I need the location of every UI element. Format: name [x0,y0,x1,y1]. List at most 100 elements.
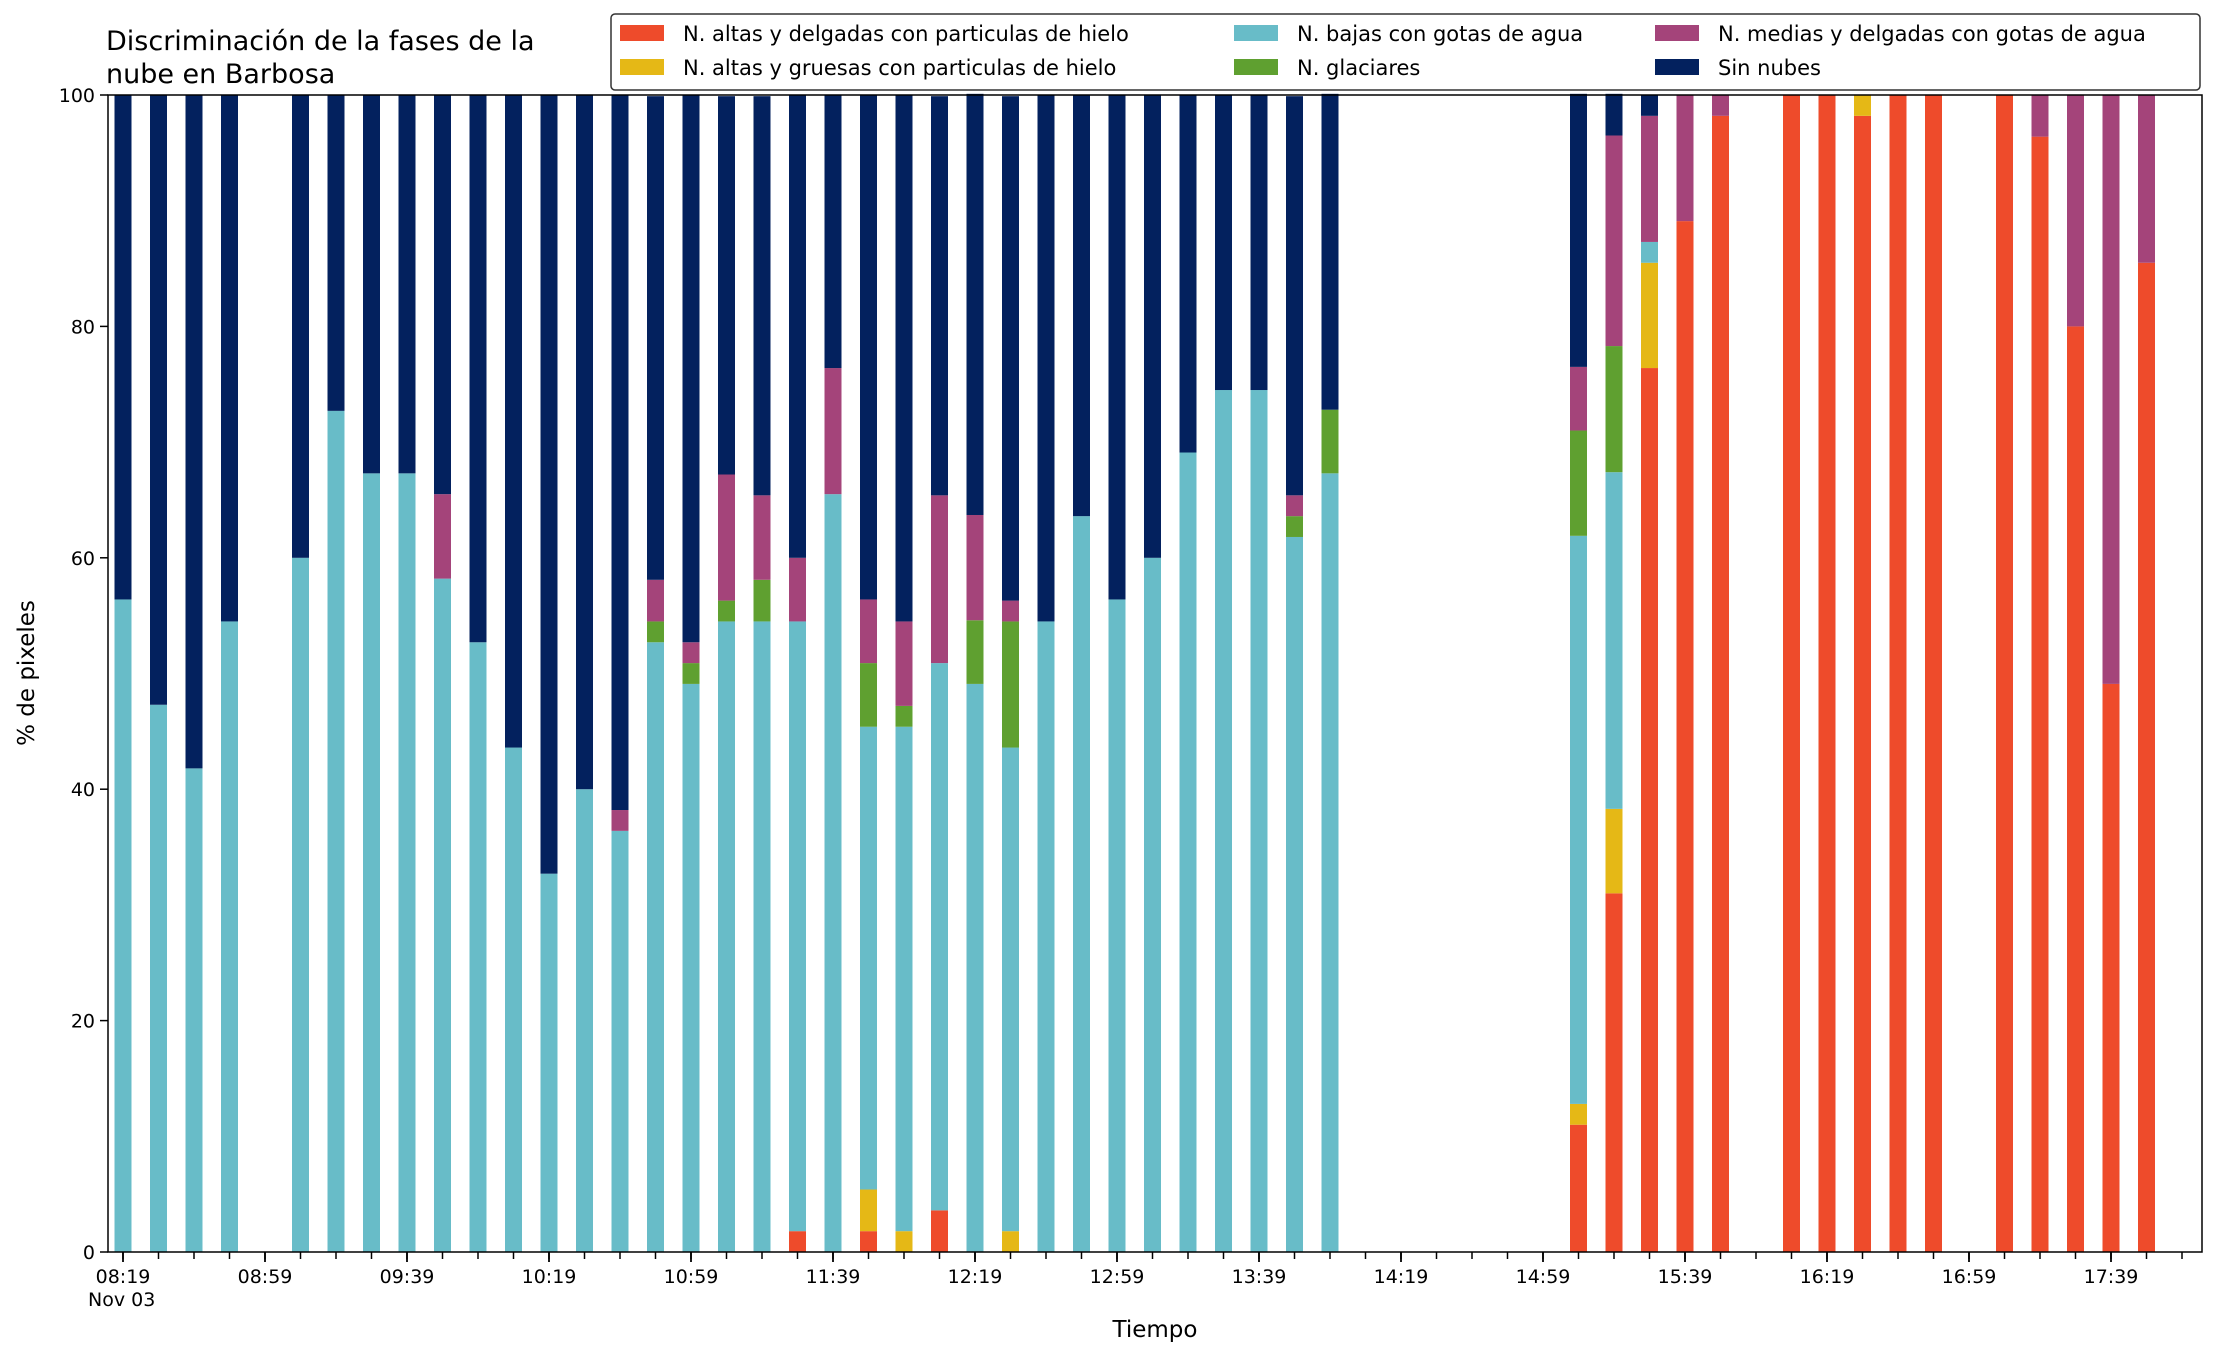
bar-glaciares-24 [966,620,984,684]
bar-baja_agua-42 [1605,472,1623,809]
bar-media_agua-45 [1712,95,1729,116]
bar-alta_delgada-21 [860,1231,877,1252]
bar-baja_agua-2 [185,768,203,1252]
bar-alta_delgada-45 [1712,115,1729,1253]
bar-sin_nubes-24 [966,93,984,515]
bar-baja_agua-23 [931,663,948,1211]
bar-media_agua-24 [966,514,984,621]
bar-alta_delgada-55 [2067,326,2084,1252]
x-axis-title: Tiempo [1112,1317,1198,1343]
x-date-label: Nov 03 [88,1289,155,1311]
bar-media_agua-57 [2138,95,2155,263]
bar-media_agua-55 [2067,95,2084,327]
bar-alta_delgada-19 [789,1231,806,1252]
bar-alta_gruesa-25 [1002,1231,1019,1252]
bar-baja_agua-25 [1002,747,1019,1232]
bar-glaciares-17 [718,600,735,622]
bar-glaciares-41 [1570,430,1587,536]
bar-sin_nubes-3 [221,95,238,622]
legend-swatch-sin_nubes [1655,59,1699,75]
bar-sin_nubes-12 [540,95,558,874]
bar-baja_agua-22 [895,726,913,1232]
bar-baja_agua-24 [966,683,984,1252]
bar-alta_gruesa-49 [1854,95,1871,116]
bar-media_agua-54 [2031,95,2049,137]
bar-baja_agua-7 [363,473,380,1253]
bar-sin_nubes-31 [1215,95,1232,391]
bar-sin_nubes-10 [469,95,487,643]
bar-alta_gruesa-21 [860,1189,877,1232]
legend-label-glaciares: N. glaciares [1297,56,1420,80]
bar-sin_nubes-25 [1002,96,1019,601]
bar-baja_agua-20 [824,494,842,1252]
bar-alta_gruesa-43 [1641,262,1658,369]
bar-media_agua-33 [1286,495,1303,517]
bar-sin_nubes-2 [185,95,203,769]
bar-sin_nubes-26 [1037,95,1055,622]
bar-alta_delgada-23 [931,1210,948,1252]
bar-sin_nubes-11 [505,95,522,748]
bar-sin_nubes-30 [1179,95,1197,453]
x-tick-label: 08:19 [96,1266,151,1288]
bar-sin_nubes-33 [1286,96,1303,496]
x-tick-label: 12:19 [948,1266,1003,1288]
bar-alta_delgada-49 [1854,115,1871,1253]
bar-baja_agua-0 [114,599,132,1252]
bar-baja_agua-34 [1321,473,1339,1253]
y-tick-label: 40 [71,779,95,801]
bar-alta_delgada-56 [2102,683,2120,1252]
bar-baja_agua-17 [718,621,735,1252]
bar-media_agua-9 [434,494,451,579]
legend-swatch-alta_delgada [620,25,664,41]
bar-sin_nubes-17 [718,96,735,475]
bar-sin_nubes-20 [824,95,842,369]
bar-alta_delgada-48 [1818,95,1836,1252]
bar-sin_nubes-43 [1641,95,1658,116]
bar-sin_nubes-0 [114,95,132,600]
legend-label-alta_delgada: N. altas y delgadas con particulas de hi… [683,22,1129,46]
bar-alta_delgada-54 [2031,136,2049,1252]
bar-baja_agua-11 [505,747,522,1252]
legend: N. altas y delgadas con particulas de hi… [610,13,2201,91]
bar-alta_delgada-44 [1676,221,1694,1253]
x-tick-label: 11:39 [806,1266,861,1288]
bar-alta_gruesa-41 [1570,1103,1587,1125]
legend-swatch-glaciares [1234,59,1278,75]
legend-swatch-baja_agua [1234,25,1278,41]
y-axis-title: % de pixeles [14,600,40,746]
bar-glaciares-15 [647,621,664,643]
bar-alta_delgada-42 [1605,893,1623,1252]
y-tick-label: 60 [71,548,95,570]
bar-baja_agua-5 [292,557,309,1252]
bar-baja_agua-9 [434,578,451,1252]
bar-glaciares-18 [753,579,771,622]
bar-media_agua-16 [682,642,700,664]
bar-media_agua-21 [860,599,877,664]
bar-baja_agua-8 [398,473,416,1253]
bar-baja_agua-13 [576,789,593,1252]
bar-baja_agua-18 [753,621,771,1252]
bar-media_agua-41 [1570,366,1587,431]
legend-label-sin_nubes: Sin nubes [1718,56,1821,80]
bar-media_agua-18 [753,495,771,580]
bar-media_agua-20 [824,368,842,495]
bar-media_agua-19 [789,557,806,622]
bar-baja_agua-12 [540,873,558,1252]
bar-glaciares-34 [1321,409,1339,474]
plot-frame [107,94,2203,1253]
bar-sin_nubes-6 [327,95,345,411]
legend-swatch-media_agua [1655,25,1699,41]
bar-sin_nubes-8 [398,95,416,474]
bar-baja_agua-31 [1215,390,1232,1252]
bar-sin_nubes-7 [363,95,380,474]
bar-media_agua-22 [895,621,913,706]
bar-sin_nubes-19 [789,95,806,558]
bar-media_agua-44 [1676,95,1694,222]
bar-alta_delgada-47 [1783,95,1800,1252]
bar-glaciares-16 [682,663,700,684]
bar-sin_nubes-32 [1250,95,1268,391]
bar-baja_agua-32 [1250,390,1268,1252]
chart-title: Discriminación de la fases de la nube en… [106,26,535,90]
bar-glaciares-33 [1286,516,1303,537]
